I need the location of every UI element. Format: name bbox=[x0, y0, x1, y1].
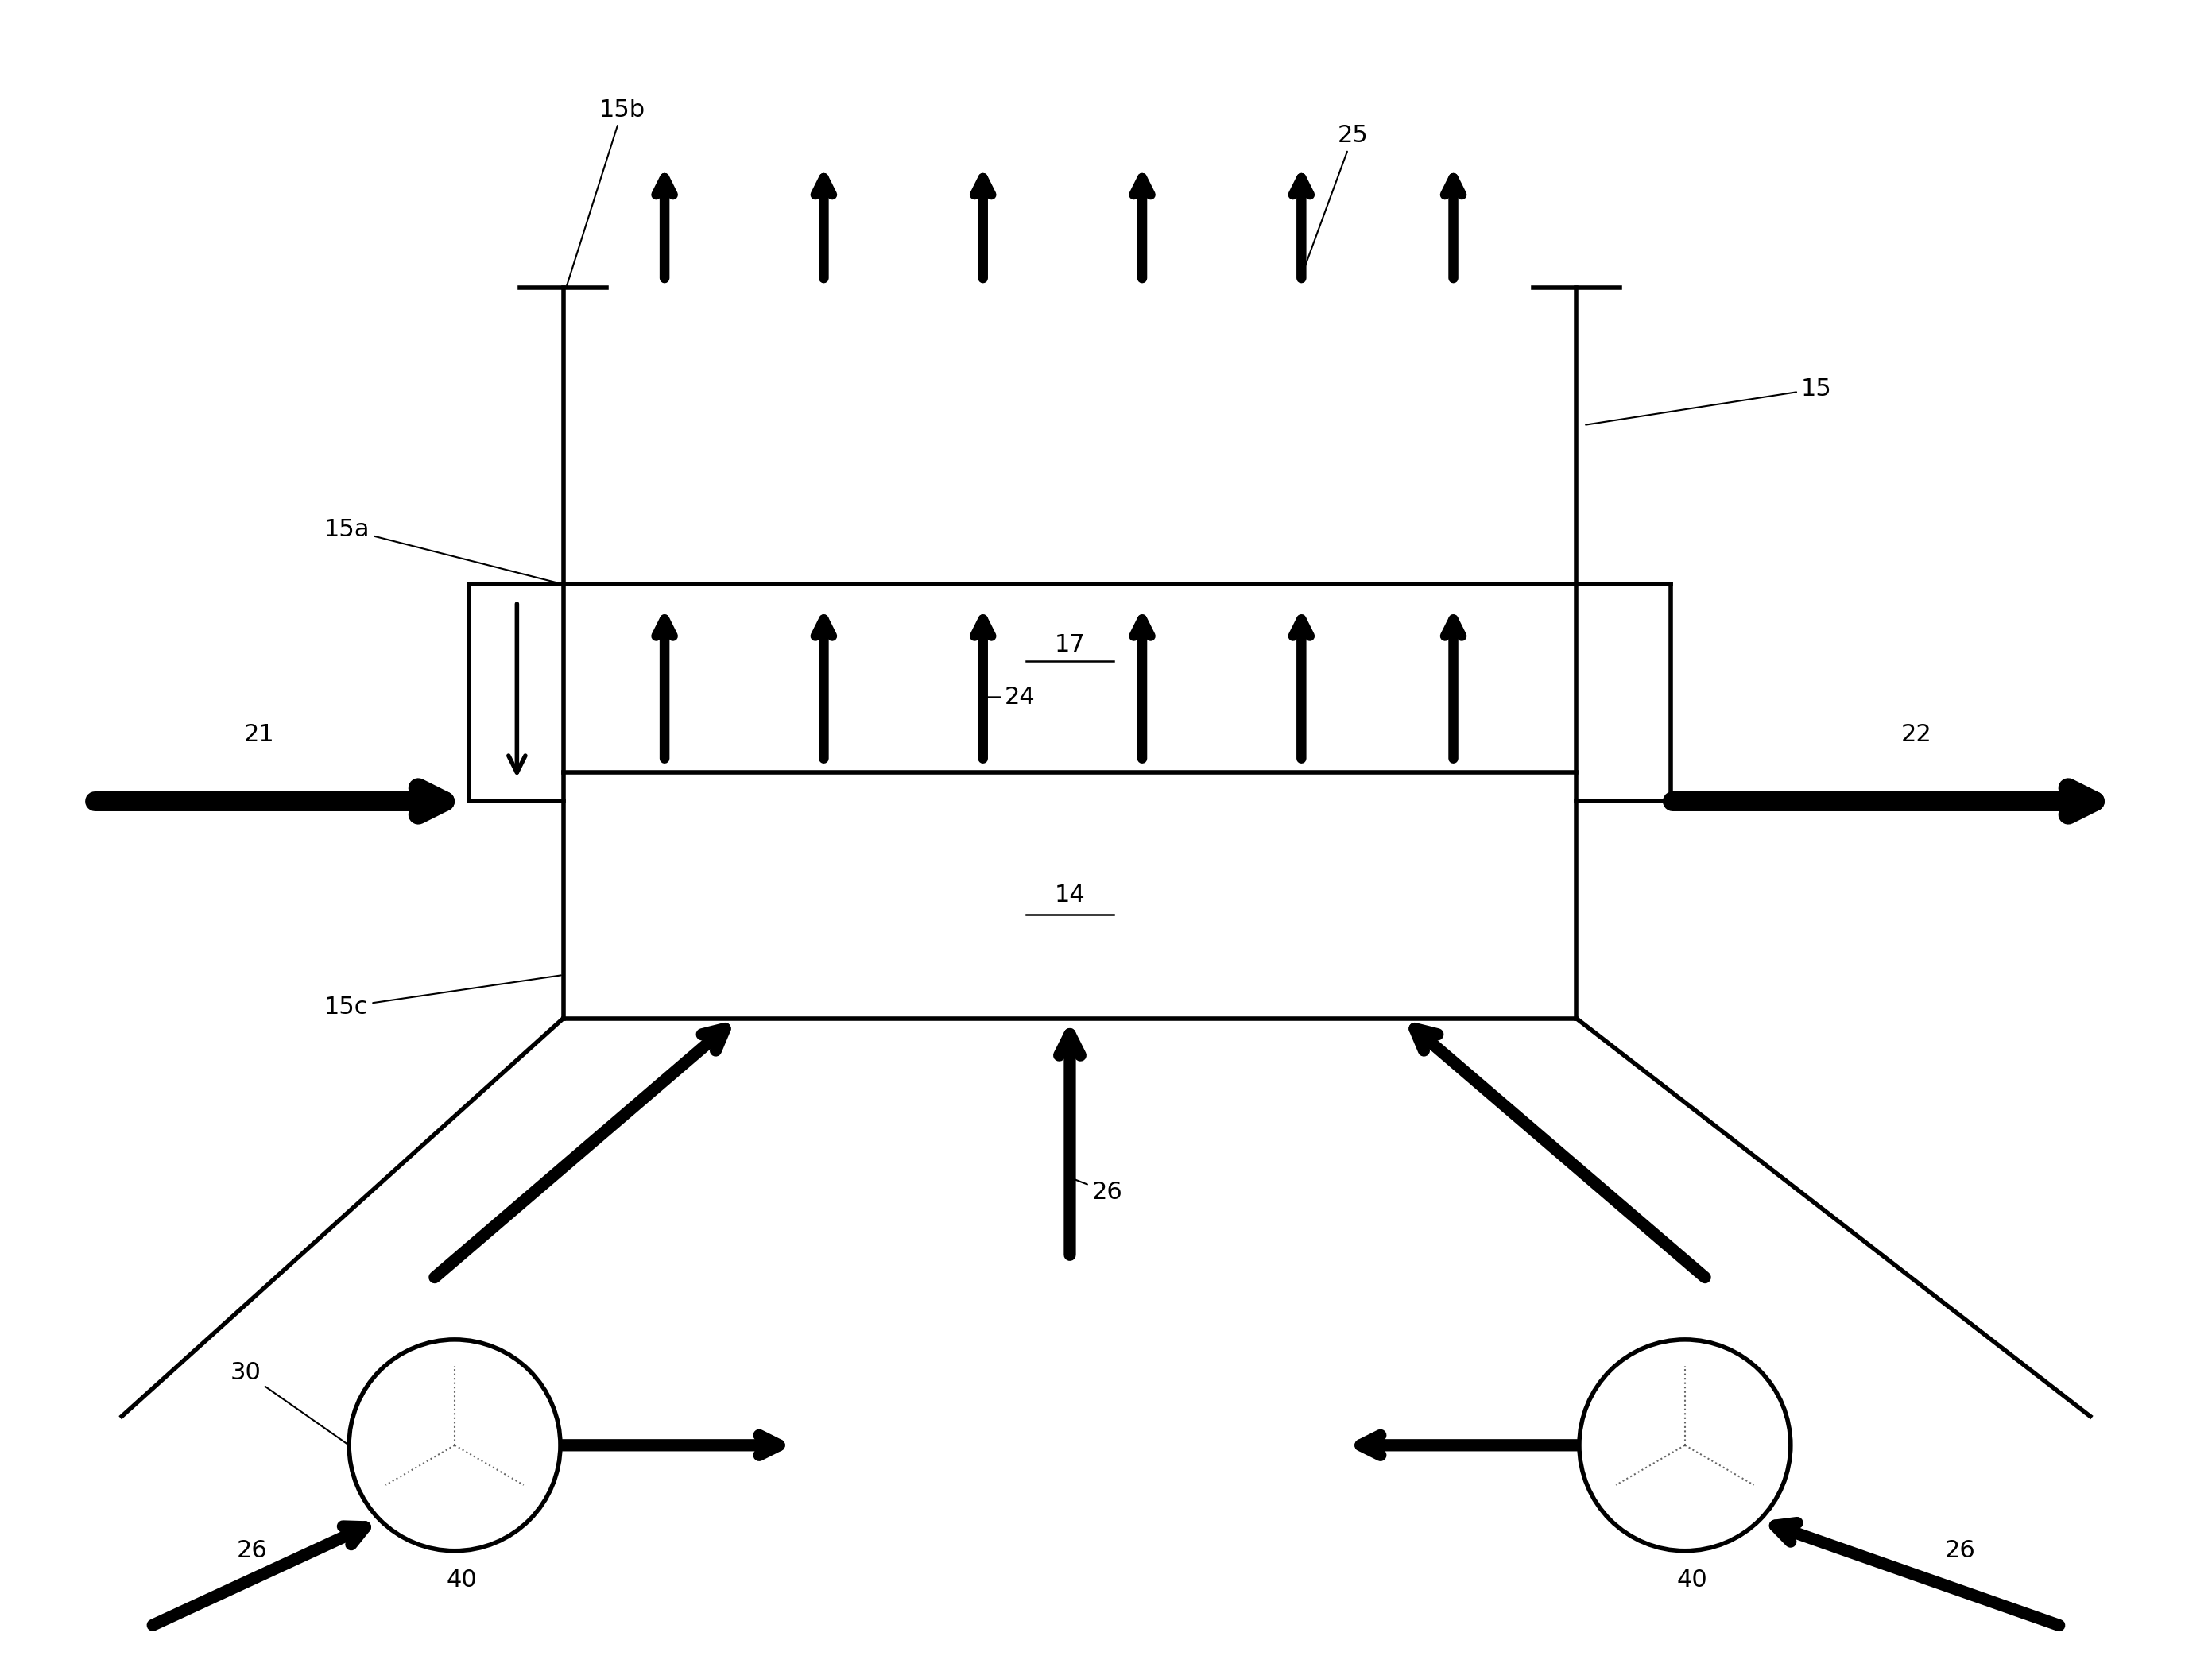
Text: 21: 21 bbox=[243, 724, 274, 747]
Text: 15a: 15a bbox=[325, 518, 562, 585]
Circle shape bbox=[1579, 1340, 1790, 1551]
Text: 15: 15 bbox=[1586, 377, 1832, 425]
Circle shape bbox=[349, 1340, 560, 1551]
Text: 26: 26 bbox=[1944, 1539, 1975, 1563]
Text: 26: 26 bbox=[1073, 1178, 1121, 1204]
Text: 22: 22 bbox=[1900, 724, 1931, 747]
Text: 24: 24 bbox=[984, 685, 1035, 709]
Text: 26: 26 bbox=[237, 1539, 268, 1563]
Text: 15c: 15c bbox=[325, 975, 562, 1018]
Text: 30: 30 bbox=[230, 1362, 347, 1444]
Text: 17: 17 bbox=[1055, 633, 1086, 657]
Text: 40: 40 bbox=[447, 1568, 478, 1591]
Text: 15b: 15b bbox=[566, 99, 646, 285]
Text: 14: 14 bbox=[1055, 884, 1086, 906]
Text: 25: 25 bbox=[1303, 124, 1369, 275]
Text: 40: 40 bbox=[1677, 1568, 1708, 1591]
